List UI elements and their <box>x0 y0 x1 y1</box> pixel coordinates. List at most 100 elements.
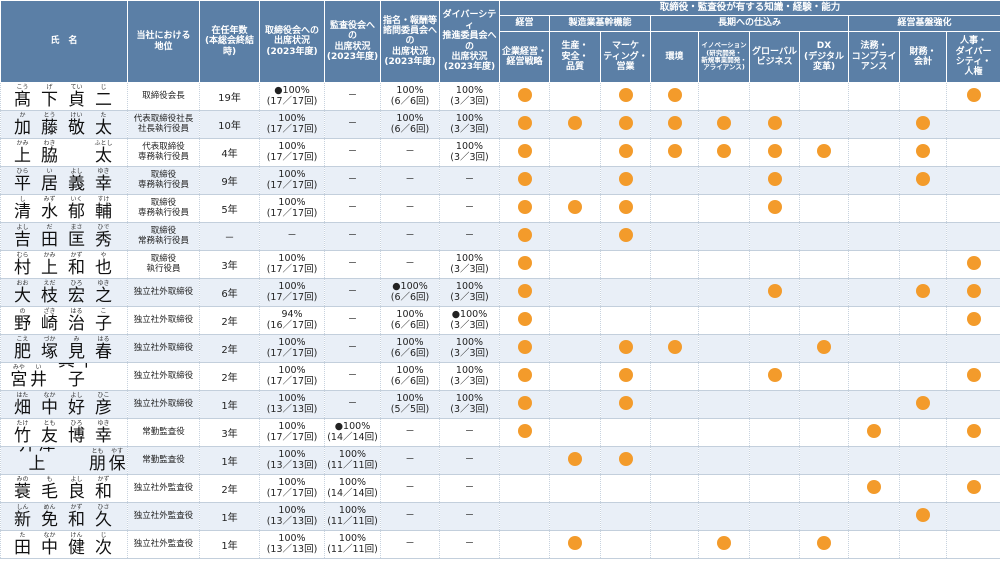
kanji: 之 <box>95 286 112 306</box>
kanji: 中 <box>41 538 58 558</box>
name-character: の野 <box>9 308 36 334</box>
person-name: はた畑なか中よし好ひこ彦 <box>0 390 128 419</box>
ruby-reading: かず <box>70 252 83 259</box>
skill-cell-1 <box>549 250 601 279</box>
skill-dot-icon <box>966 256 981 270</box>
skill-cell-0 <box>499 166 550 195</box>
kanji: 也 <box>95 258 112 278</box>
kanji: 次 <box>95 538 112 558</box>
skill-dot-icon <box>667 116 682 130</box>
name-character: めん免 <box>36 504 63 530</box>
nomination-attendance: － <box>380 138 440 167</box>
person-name: みや宮い井まちこ真千子 <box>0 362 128 391</box>
skill-cell-4 <box>698 502 750 531</box>
tenure: 2年 <box>199 362 260 391</box>
ruby-reading: なか <box>43 392 56 399</box>
audit-attendance: － <box>324 278 381 307</box>
skill-cell-1 <box>549 474 601 503</box>
skill-dot-icon <box>568 452 582 466</box>
table-row: かみ上わき脇ふとし太代表取締役 専務執行役員 4年 100% (17／17回) －－ 1… <box>0 138 1000 167</box>
skill-cell-6 <box>799 82 849 111</box>
skill-cell-5 <box>749 362 800 391</box>
skill-cell-8 <box>899 418 947 447</box>
ruby-reading: やす <box>111 448 124 455</box>
skill-cell-3 <box>650 110 699 139</box>
kanji: 敬 <box>68 118 85 138</box>
kanji: 博 <box>68 426 85 446</box>
person-name: たけ竹とも友ひろ博ゆき幸 <box>0 418 128 447</box>
skill-dot-icon <box>517 284 532 298</box>
skill-cell-8 <box>899 250 947 279</box>
skill-cell-6 <box>799 222 849 251</box>
skill-cell-2 <box>600 362 651 391</box>
nomination-attendance: － <box>380 250 440 279</box>
skill-cell-8 <box>899 446 947 475</box>
tenure: 1年 <box>199 530 260 559</box>
skill-cell-9 <box>945 250 1000 279</box>
audit-attendance: － <box>324 222 381 251</box>
table-row: むら村かみ上かず和や也取締役 執行役員 3年 100% (17／17回) －－ 100%… <box>0 250 1000 279</box>
board-attendance: 100% (13／13回) <box>259 446 325 475</box>
tenure: 6年 <box>199 278 260 307</box>
skill-dot-icon <box>517 88 532 102</box>
kanji: 秀 <box>95 230 112 250</box>
skill-dot-icon <box>916 396 930 410</box>
ruby-reading <box>63 159 90 166</box>
board-attendance: 100% (17／17回) <box>259 278 325 307</box>
skill-cell-5 <box>749 474 800 503</box>
name-character: か加 <box>9 112 36 138</box>
ruby-reading: た <box>19 532 26 539</box>
skill-dot-icon <box>517 256 532 270</box>
board-attendance: 100% (17／17回) <box>259 138 325 167</box>
position: 常勤監査役 <box>127 446 200 475</box>
diversity-attendance: 100% (3／3回) <box>439 390 500 419</box>
skill-cell-9 <box>945 334 1000 363</box>
skill-cell-4 <box>698 418 750 447</box>
kanji: 蓑 <box>14 482 31 502</box>
kanji: 友 <box>41 426 58 446</box>
kanji: 上 <box>14 146 31 166</box>
skill-cell-2 <box>600 418 651 447</box>
skill-cell-5 <box>749 306 800 335</box>
ruby-reading: よし <box>70 168 83 175</box>
skill-cell-4 <box>698 362 750 391</box>
nomination-attendance: － <box>380 418 440 447</box>
skill-cell-2 <box>600 138 651 167</box>
skill-cell-9 <box>945 222 1000 251</box>
skill-cell-9 <box>945 502 1000 531</box>
audit-attendance: 100% (14／14回) <box>324 474 381 503</box>
header-skill-6: DX (デジタル 変革) <box>799 31 849 83</box>
skill-cell-9 <box>945 138 1000 167</box>
nomination-attendance: － <box>380 194 440 223</box>
audit-attendance: － <box>324 250 381 279</box>
name-character: かず和 <box>63 504 90 530</box>
nomination-attendance: 100% (5／5回) <box>380 390 440 419</box>
kanji: 貞 <box>68 90 85 110</box>
ruby-reading: ゆき <box>97 420 110 427</box>
kanji: 輔 <box>95 202 112 222</box>
skill-cell-3 <box>650 250 699 279</box>
kanji: 吉 <box>14 230 31 250</box>
skill-cell-3 <box>650 222 699 251</box>
skill-cell-8 <box>899 362 947 391</box>
skill-cell-6 <box>799 474 849 503</box>
header-nomination-attendance: 指名・報酬等 諮問委員会への 出席状況 (2023年度) <box>380 0 440 83</box>
ruby-reading: かず <box>97 476 110 483</box>
skill-dot-icon <box>618 200 633 214</box>
skill-cell-4 <box>698 390 750 419</box>
skill-cell-4 <box>698 474 750 503</box>
skill-dot-icon <box>916 508 930 522</box>
skill-cell-8 <box>899 390 947 419</box>
diversity-attendance: 100% (3／3回) <box>439 138 500 167</box>
skill-cell-9 <box>945 530 1000 559</box>
skill-cell-9 <box>945 82 1000 111</box>
nomination-attendance: 100% (6／6回) <box>380 110 440 139</box>
header-diversity-attendance: ダイバーシティ 推進委員会への 出席状況 (2023年度) <box>439 0 500 83</box>
name-character: じ二 <box>90 84 117 110</box>
diversity-attendance: ●100% (3／3回) <box>439 306 500 335</box>
ruby-reading: とう <box>43 112 56 119</box>
skill-cell-7 <box>848 362 900 391</box>
kanji: 宮 <box>10 370 28 390</box>
skill-cell-9 <box>945 306 1000 335</box>
